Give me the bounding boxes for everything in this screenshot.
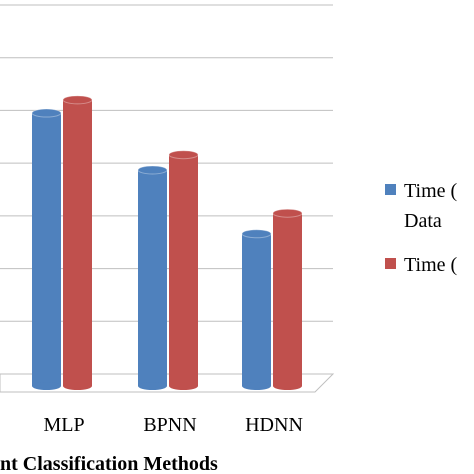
bar-top xyxy=(31,108,62,118)
bar xyxy=(273,213,302,386)
bar-base xyxy=(242,382,271,390)
x-tick-label: MLP xyxy=(43,414,84,436)
bar xyxy=(32,113,61,386)
bar-top xyxy=(241,229,272,239)
x-tick-label: BPNN xyxy=(143,414,196,436)
bar xyxy=(138,169,167,386)
bar xyxy=(242,233,271,386)
bar-base xyxy=(63,382,92,390)
legend-label: Time ( xyxy=(404,254,458,276)
legend-swatch xyxy=(385,184,396,195)
legend-swatch xyxy=(385,258,396,269)
bar-base xyxy=(32,382,61,390)
x-axis-title: nt Classification Methods xyxy=(0,453,218,474)
bar xyxy=(169,154,198,386)
bar-top xyxy=(272,208,303,218)
bar xyxy=(63,99,92,387)
bar-top xyxy=(62,95,93,105)
bar-base xyxy=(169,382,198,390)
bar-top xyxy=(137,165,168,175)
x-tick-label: HDNN xyxy=(245,414,303,436)
legend-label: Time ( Data xyxy=(404,180,458,232)
bar-base xyxy=(138,382,167,390)
bar-top xyxy=(168,150,199,160)
bar-base xyxy=(273,382,302,390)
